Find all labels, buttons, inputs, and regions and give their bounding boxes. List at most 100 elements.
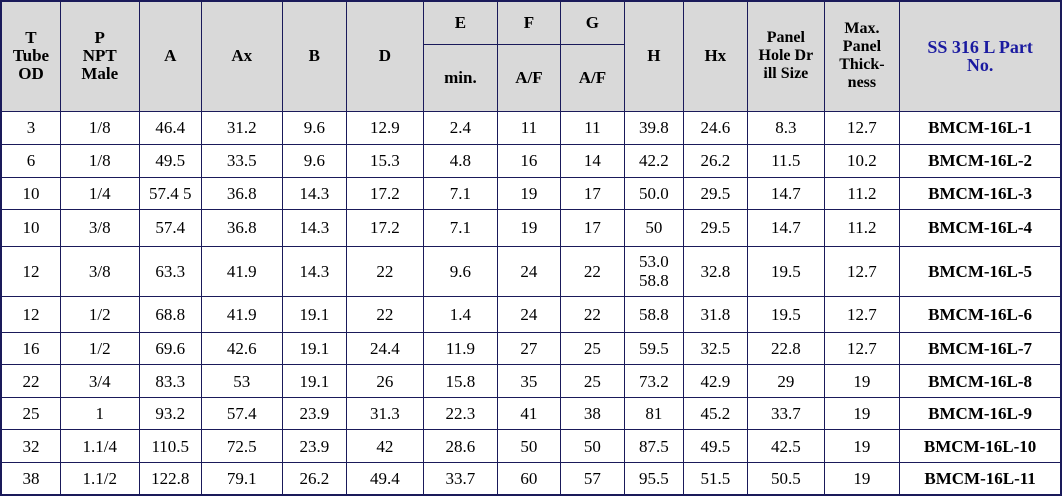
cell-d: 24.4	[346, 331, 424, 366]
cell-hx: 32.8	[682, 245, 749, 298]
cell-e-min: 7.1	[422, 209, 499, 247]
cell-a: 68.8	[138, 296, 202, 333]
header-part-number: SS 316 L Part No.	[899, 0, 1062, 112]
cell-e-min: 9.6	[422, 245, 499, 298]
cell-h: 53.0 58.8	[624, 245, 684, 298]
cell-panel-hole: 14.7	[747, 176, 825, 211]
cell-npt-male: 1/4	[59, 176, 140, 211]
cell-h: 39.8	[624, 110, 684, 146]
cell-e-min: 2.4	[422, 110, 499, 146]
cell-hx: 51.5	[682, 461, 749, 496]
header-g: G	[559, 0, 626, 45]
cell-part-number: BMCM-16L-7	[899, 331, 1062, 366]
cell-f-af: 11	[497, 110, 561, 146]
cell-hx: 26.2	[682, 144, 749, 178]
cell-d: 17.2	[346, 176, 424, 211]
cell-max-thickness: 12.7	[823, 296, 901, 333]
cell-part-number: BMCM-16L-1	[899, 110, 1062, 146]
cell-g-af: 57	[559, 461, 626, 496]
cell-max-thickness: 12.7	[823, 245, 901, 298]
header-f: F	[497, 0, 561, 45]
cell-f-af: 19	[497, 176, 561, 211]
cell-npt-male: 1/8	[59, 110, 140, 146]
cell-max-thickness: 12.7	[823, 110, 901, 146]
cell-g-af: 11	[559, 110, 626, 146]
cell-part-number: BMCM-16L-5	[899, 245, 1062, 298]
cell-g-af: 17	[559, 176, 626, 211]
table-body: 3 1/8 46.4 31.2 9.6 12.9 2.4 11 11 39.8 24.6 8.3 12.…	[0, 110, 1062, 496]
cell-npt-male: 1.1/4	[59, 429, 140, 463]
cell-h: 81	[624, 396, 684, 431]
cell-ax: 53	[200, 364, 283, 398]
cell-h: 42.2	[624, 144, 684, 178]
cell-g-af: 22	[559, 296, 626, 333]
header-e: E	[422, 0, 499, 45]
cell-panel-hole: 33.7	[747, 396, 825, 431]
cell-f-af: 60	[497, 461, 561, 496]
cell-g-af: 25	[559, 364, 626, 398]
cell-tube-od: 6	[0, 144, 61, 178]
cell-max-thickness: 11.2	[823, 176, 901, 211]
cell-tube-od: 38	[0, 461, 61, 496]
cell-d: 12.9	[346, 110, 424, 146]
cell-hx: 29.5	[682, 209, 749, 247]
header-h: H	[624, 0, 684, 112]
cell-b: 14.3	[281, 209, 348, 247]
cell-ax: 57.4	[200, 396, 283, 431]
cell-npt-male: 1.1/2	[59, 461, 140, 496]
cell-b: 19.1	[281, 331, 348, 366]
cell-e-min: 28.6	[422, 429, 499, 463]
table-row: 12 3/8 63.3 41.9 14.3 22 9.6 24 22 53.0 58.8 32.8 19…	[0, 245, 1062, 298]
cell-panel-hole: 8.3	[747, 110, 825, 146]
cell-npt-male: 1/2	[59, 296, 140, 333]
header-npt-male: P NPT Male	[59, 0, 140, 112]
cell-panel-hole: 11.5	[747, 144, 825, 178]
cell-part-number: BMCM-16L-3	[899, 176, 1062, 211]
cell-npt-male: 3/8	[59, 245, 140, 298]
cell-h: 95.5	[624, 461, 684, 496]
cell-e-min: 7.1	[422, 176, 499, 211]
cell-f-af: 19	[497, 209, 561, 247]
cell-ax: 42.6	[200, 331, 283, 366]
cell-ax: 41.9	[200, 296, 283, 333]
cell-b: 19.1	[281, 364, 348, 398]
header-g-sub: A/F	[559, 43, 626, 112]
cell-d: 42	[346, 429, 424, 463]
cell-e-min: 1.4	[422, 296, 499, 333]
cell-max-thickness: 12.7	[823, 331, 901, 366]
table-row: 10 3/8 57.4 36.8 14.3 17.2 7.1 19 17 50 29.5 14.7 11…	[0, 209, 1062, 247]
cell-max-thickness: 19	[823, 461, 901, 496]
cell-a: 110.5	[138, 429, 202, 463]
cell-f-af: 50	[497, 429, 561, 463]
table-row: 3 1/8 46.4 31.2 9.6 12.9 2.4 11 11 39.8 24.6 8.3 12.…	[0, 110, 1062, 146]
header-ax: Ax	[200, 0, 283, 112]
cell-f-af: 24	[497, 296, 561, 333]
cell-h: 87.5	[624, 429, 684, 463]
cell-part-number: BMCM-16L-9	[899, 396, 1062, 431]
header-max-panel-thickness: Max. Panel Thick- ness	[823, 0, 901, 112]
cell-g-af: 25	[559, 331, 626, 366]
cell-g-af: 14	[559, 144, 626, 178]
cell-d: 17.2	[346, 209, 424, 247]
cell-panel-hole: 19.5	[747, 296, 825, 333]
cell-npt-male: 1	[59, 396, 140, 431]
table-row: 6 1/8 49.5 33.5 9.6 15.3 4.8 16 14 42.2 26.2 11.5 10…	[0, 144, 1062, 178]
cell-f-af: 41	[497, 396, 561, 431]
cell-tube-od: 12	[0, 245, 61, 298]
cell-npt-male: 3/8	[59, 209, 140, 247]
cell-hx: 45.2	[682, 396, 749, 431]
cell-e-min: 33.7	[422, 461, 499, 496]
cell-f-af: 27	[497, 331, 561, 366]
cell-panel-hole: 50.5	[747, 461, 825, 496]
header-b: B	[281, 0, 348, 112]
table-row: 10 1/4 57.4 5 36.8 14.3 17.2 7.1 19 17 50.0 29.5 14…	[0, 176, 1062, 211]
cell-ax: 79.1	[200, 461, 283, 496]
cell-g-af: 50	[559, 429, 626, 463]
cell-panel-hole: 14.7	[747, 209, 825, 247]
cell-d: 15.3	[346, 144, 424, 178]
cell-ax: 36.8	[200, 209, 283, 247]
cell-a: 49.5	[138, 144, 202, 178]
cell-b: 14.3	[281, 245, 348, 298]
cell-npt-male: 1/8	[59, 144, 140, 178]
